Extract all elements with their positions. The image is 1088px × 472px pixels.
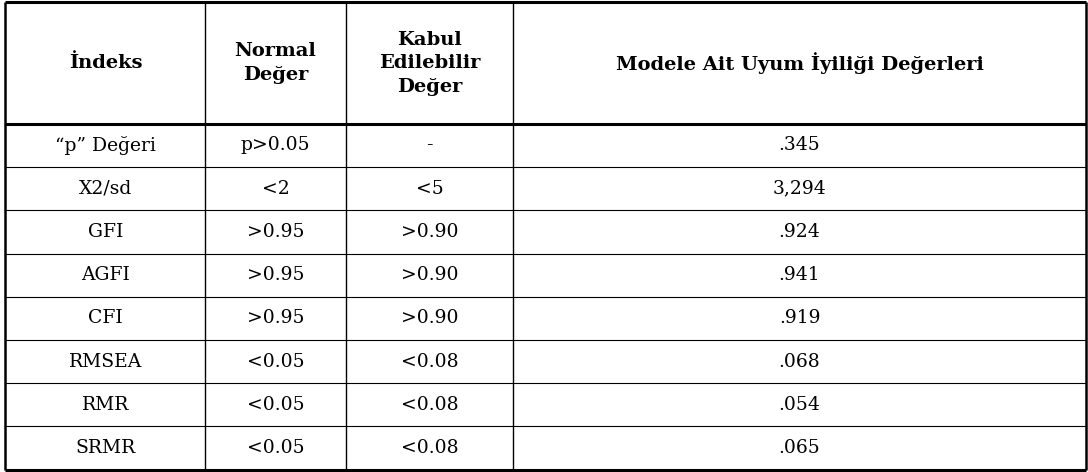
Text: Kabul
Edilebilir
Değer: Kabul Edilebilir Değer: [379, 31, 480, 96]
Text: >0.90: >0.90: [400, 309, 458, 328]
Text: <0.08: <0.08: [400, 396, 458, 414]
Text: p>0.05: p>0.05: [240, 136, 310, 154]
Text: >0.95: >0.95: [247, 309, 305, 328]
Text: .054: .054: [779, 396, 820, 414]
Text: CFI: CFI: [88, 309, 123, 328]
Text: RMR: RMR: [82, 396, 129, 414]
Text: SRMR: SRMR: [75, 439, 136, 457]
Text: .345: .345: [779, 136, 820, 154]
Text: <0.08: <0.08: [400, 353, 458, 371]
Text: <0.05: <0.05: [247, 396, 305, 414]
Text: Modele Ait Uyum İyiliği Değerleri: Modele Ait Uyum İyiliği Değerleri: [616, 52, 984, 74]
Text: X2/sd: X2/sd: [78, 180, 132, 198]
Text: GFI: GFI: [88, 223, 123, 241]
Text: <0.05: <0.05: [247, 439, 305, 457]
Text: <2: <2: [261, 180, 289, 198]
Text: <0.08: <0.08: [400, 439, 458, 457]
Text: .068: .068: [779, 353, 820, 371]
Text: >0.95: >0.95: [247, 223, 305, 241]
Text: “p” Değeri: “p” Değeri: [54, 136, 156, 155]
Text: >0.90: >0.90: [400, 266, 458, 284]
Text: >0.95: >0.95: [247, 266, 305, 284]
Text: .065: .065: [779, 439, 820, 457]
Text: İndeks: İndeks: [69, 54, 143, 72]
Text: 3,294: 3,294: [772, 180, 827, 198]
Text: .919: .919: [779, 309, 820, 328]
Text: Normal
Değer: Normal Değer: [235, 42, 317, 84]
Text: .941: .941: [779, 266, 820, 284]
Text: RMSEA: RMSEA: [69, 353, 143, 371]
Text: -: -: [426, 136, 433, 154]
Text: <0.05: <0.05: [247, 353, 305, 371]
Text: >0.90: >0.90: [400, 223, 458, 241]
Text: <5: <5: [416, 180, 444, 198]
Text: .924: .924: [779, 223, 820, 241]
Text: AGFI: AGFI: [81, 266, 129, 284]
